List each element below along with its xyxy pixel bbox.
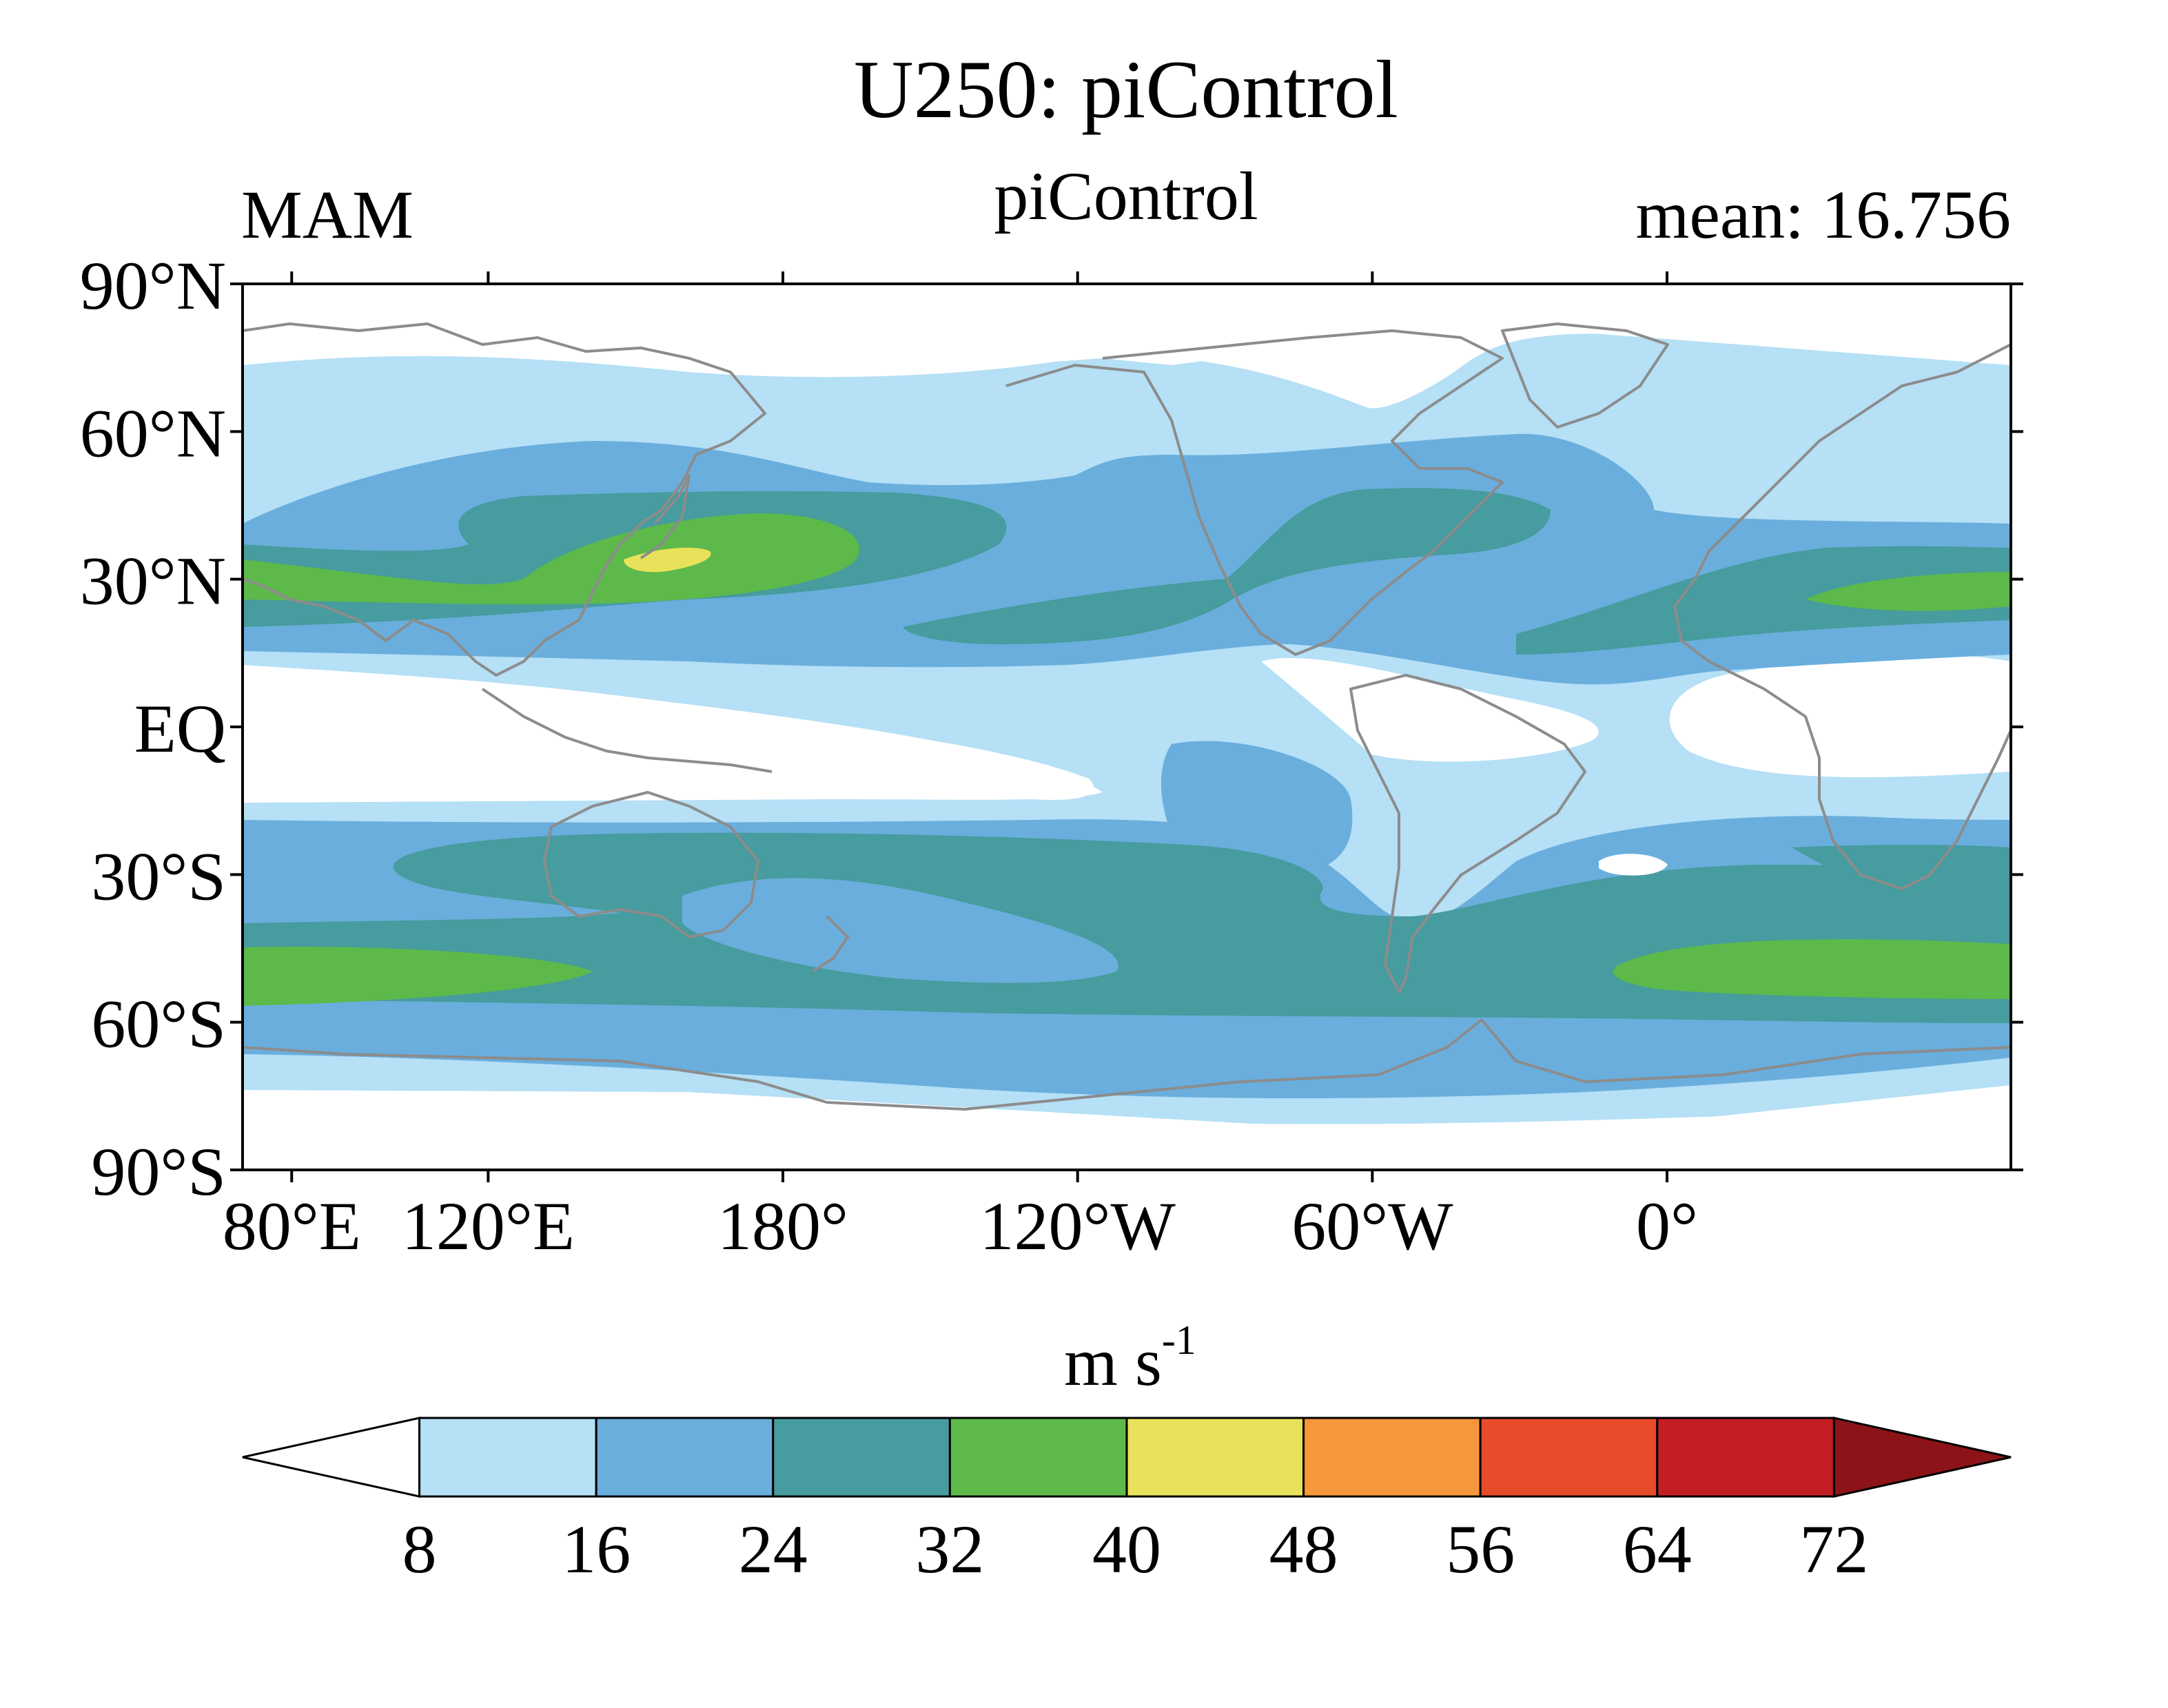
lon-label: 80°E: [223, 1188, 361, 1264]
colorbar-box: [1302, 1417, 1482, 1498]
contour-level-32: [243, 513, 2011, 1006]
wind-contour-map: [243, 284, 2011, 1170]
mean-label: mean: 16.756: [1636, 176, 2011, 253]
plot-title: U250: piControl: [854, 43, 1398, 135]
colorbar-label: 16: [562, 1511, 631, 1587]
season-label: MAM: [241, 176, 413, 253]
colorbar-label: 32: [915, 1511, 984, 1587]
colorbar-extend-high: [1832, 1417, 2012, 1498]
coast-north-america: [1005, 329, 1504, 656]
coast-australia: [543, 791, 759, 938]
lat-label: 90°N: [80, 247, 226, 324]
coastlines: [243, 322, 2011, 1111]
lat-label: 90°S: [91, 1133, 226, 1210]
coast-japan: [640, 474, 691, 559]
lon-label: 120°E: [402, 1188, 575, 1264]
coast-antarctica: [243, 1018, 2011, 1111]
colorbar-label: 56: [1446, 1511, 1515, 1587]
lat-label: EQ: [134, 690, 226, 767]
colorbar-box: [418, 1417, 597, 1498]
colorbar-label: 40: [1092, 1511, 1161, 1587]
lon-label: 120°W: [980, 1188, 1176, 1264]
colorbar: m s-1 8 16 24 32 40 48 56 64 72: [242, 1317, 2012, 1587]
coast-greenland: [1501, 322, 1669, 429]
colorbar-box: [948, 1417, 1128, 1498]
colorbar-box: [1125, 1417, 1305, 1498]
coast-europe-africa: [1673, 343, 2011, 890]
lat-label: 60°N: [80, 395, 226, 471]
lat-label: 30°S: [91, 838, 226, 914]
experiment-label: piControl: [994, 158, 1258, 234]
coast-indonesia: [481, 688, 773, 773]
longitude-axis: 80°E 120°E 180° 120°W 60°W 0°: [223, 271, 1698, 1264]
lon-label: 0°: [1636, 1188, 1698, 1264]
colorbar-label: 48: [1269, 1511, 1338, 1587]
colorbar-box: [595, 1417, 775, 1498]
colorbar-label: 8: [402, 1511, 437, 1587]
colorbar-box: [772, 1417, 951, 1498]
lon-label: 180°: [717, 1188, 848, 1264]
lon-label: 60°W: [1291, 1188, 1453, 1264]
colorbar-label: 64: [1623, 1511, 1692, 1587]
coast-new-zealand: [812, 915, 849, 973]
colorbar-units: m s-1: [1064, 1317, 1196, 1400]
colorbar-box: [1479, 1417, 1659, 1498]
colorbar-extend-low: [242, 1417, 421, 1498]
colorbar-label: 24: [739, 1511, 808, 1587]
lat-label: 60°S: [91, 986, 226, 1062]
latitude-axis: 90°N 60°N 30°N EQ 30°S 60°S 90°S: [80, 247, 2023, 1210]
contour-below-8: [243, 284, 2011, 1170]
colorbar-label: 72: [1799, 1511, 1868, 1587]
colorbar-box: [1656, 1417, 1835, 1498]
coast-south-america: [1349, 674, 1586, 994]
lat-label: 30°N: [80, 543, 226, 619]
coast-eurasia-east: [243, 322, 766, 677]
